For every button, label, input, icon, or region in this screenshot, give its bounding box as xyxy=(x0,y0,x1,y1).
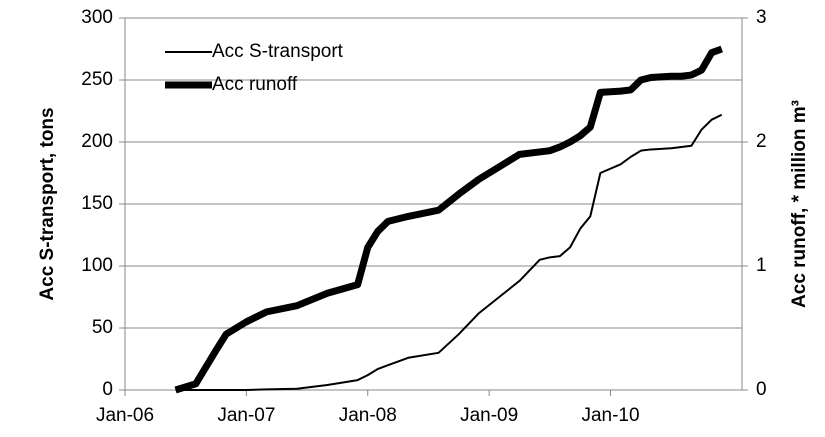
legend-label: Acc S-transport xyxy=(212,41,344,62)
y2-tick-label: 3 xyxy=(756,7,767,28)
y2-tick-label: 2 xyxy=(756,131,767,152)
y-tick-label: 50 xyxy=(92,317,113,338)
y-tick-label: 150 xyxy=(81,193,113,214)
y-tick-label: 200 xyxy=(81,131,113,152)
x-tick-label: Jan-09 xyxy=(460,405,518,426)
y2-axis-title: Acc runoff, * million m³ xyxy=(789,100,810,308)
series-line xyxy=(174,45,723,394)
legend-label: Acc runoff xyxy=(212,74,298,95)
x-tick-label: Jan-10 xyxy=(581,405,639,426)
y-tick-label: 300 xyxy=(81,7,113,28)
x-tick-label: Jan-07 xyxy=(217,405,275,426)
y-axis-title: Acc S-transport, tons xyxy=(37,107,58,300)
y-tick-label: 250 xyxy=(81,69,113,90)
y-tick-label: 0 xyxy=(102,379,113,400)
x-tick-label: Jan-06 xyxy=(96,405,154,426)
series-line xyxy=(175,113,723,391)
y2-tick-label: 1 xyxy=(756,255,767,276)
y-tick-label: 100 xyxy=(81,255,113,276)
y2-tick-label: 0 xyxy=(756,379,767,400)
x-tick-label: Jan-08 xyxy=(339,405,397,426)
